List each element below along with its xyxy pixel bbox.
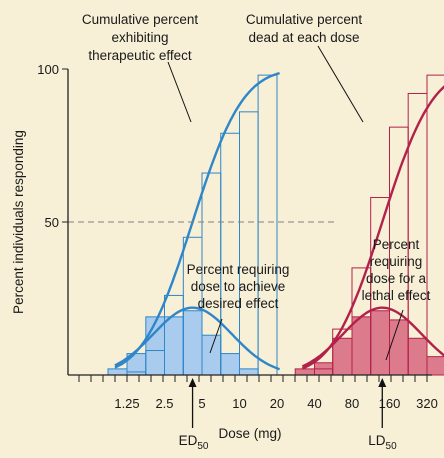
lethal-cumulative-curve xyxy=(301,85,444,370)
therapeutic-histogram-bar xyxy=(220,353,241,376)
lethal-histogram-bar xyxy=(426,356,444,376)
smooth-curves-layer xyxy=(114,71,444,371)
x-tick-label: 40 xyxy=(307,396,321,411)
annotation: Cumulative percent dead at each dose xyxy=(246,12,364,123)
histogram-bars-layer xyxy=(107,310,444,376)
annotation-leader-line xyxy=(209,318,223,354)
therapeutic-histogram-bar xyxy=(201,334,222,376)
lethal-histogram-bar xyxy=(351,316,372,376)
annotation-leader-line xyxy=(385,309,404,361)
x-tick-label: 5 xyxy=(198,396,205,411)
therapeutic-cumulative-curve xyxy=(114,71,280,369)
x-tick-label: 20 xyxy=(270,396,284,411)
annotation-leader-line xyxy=(317,45,364,123)
annotation-leader-line xyxy=(167,61,192,123)
ed50-marker: ED50 xyxy=(179,378,209,452)
ed50-label: ED50 xyxy=(179,433,209,452)
x-tick-label: 10 xyxy=(232,396,246,411)
annotation: Cumulative percent exhibiting therapeutic … xyxy=(82,12,199,123)
annotation: Percent requiring dose for a lethal effect xyxy=(362,237,431,361)
therapeutic-histogram-bar xyxy=(164,316,184,376)
ld50-label: LD50 xyxy=(368,433,397,452)
y-axis-label: Percent individuals responding xyxy=(11,130,26,314)
x-tick-label: 2.5 xyxy=(155,396,173,411)
x-tick-label: 1.25 xyxy=(114,396,139,411)
annotation: Percent requiring dose to achieve desired … xyxy=(187,262,290,354)
therapeutic-cumulative-step xyxy=(239,111,259,376)
axes-layer xyxy=(62,68,432,382)
x-axis-label: Dose (mg) xyxy=(218,426,281,441)
ld50-marker: LD50 xyxy=(368,378,397,452)
lethal-histogram-bar xyxy=(332,337,353,376)
x-tick-label: 320 xyxy=(416,396,438,411)
lethal-cumulative-step xyxy=(426,74,444,376)
x-tick-label: 160 xyxy=(379,396,401,411)
y-tick-label: 50 xyxy=(45,215,59,230)
annotations-layer: Cumulative percent exhibiting therapeutic … xyxy=(82,12,431,361)
x-tick-label: 80 xyxy=(345,396,359,411)
lethal-histogram-bar xyxy=(389,319,409,376)
y-tick-label: 100 xyxy=(37,62,59,77)
therapeutic-histogram-bar xyxy=(182,310,203,376)
therapeutic-histogram-bar xyxy=(239,368,259,376)
lethal-histogram-bar xyxy=(370,310,391,376)
lethal-histogram-bar xyxy=(407,337,428,376)
markers-layer: ED50 LD50 xyxy=(179,378,397,452)
therapeutic-cumulative-step xyxy=(257,74,278,376)
lethal-cumulative-step xyxy=(407,92,428,376)
lethal-histogram-bar xyxy=(294,368,315,376)
therapeutic-histogram-bar xyxy=(107,368,128,376)
